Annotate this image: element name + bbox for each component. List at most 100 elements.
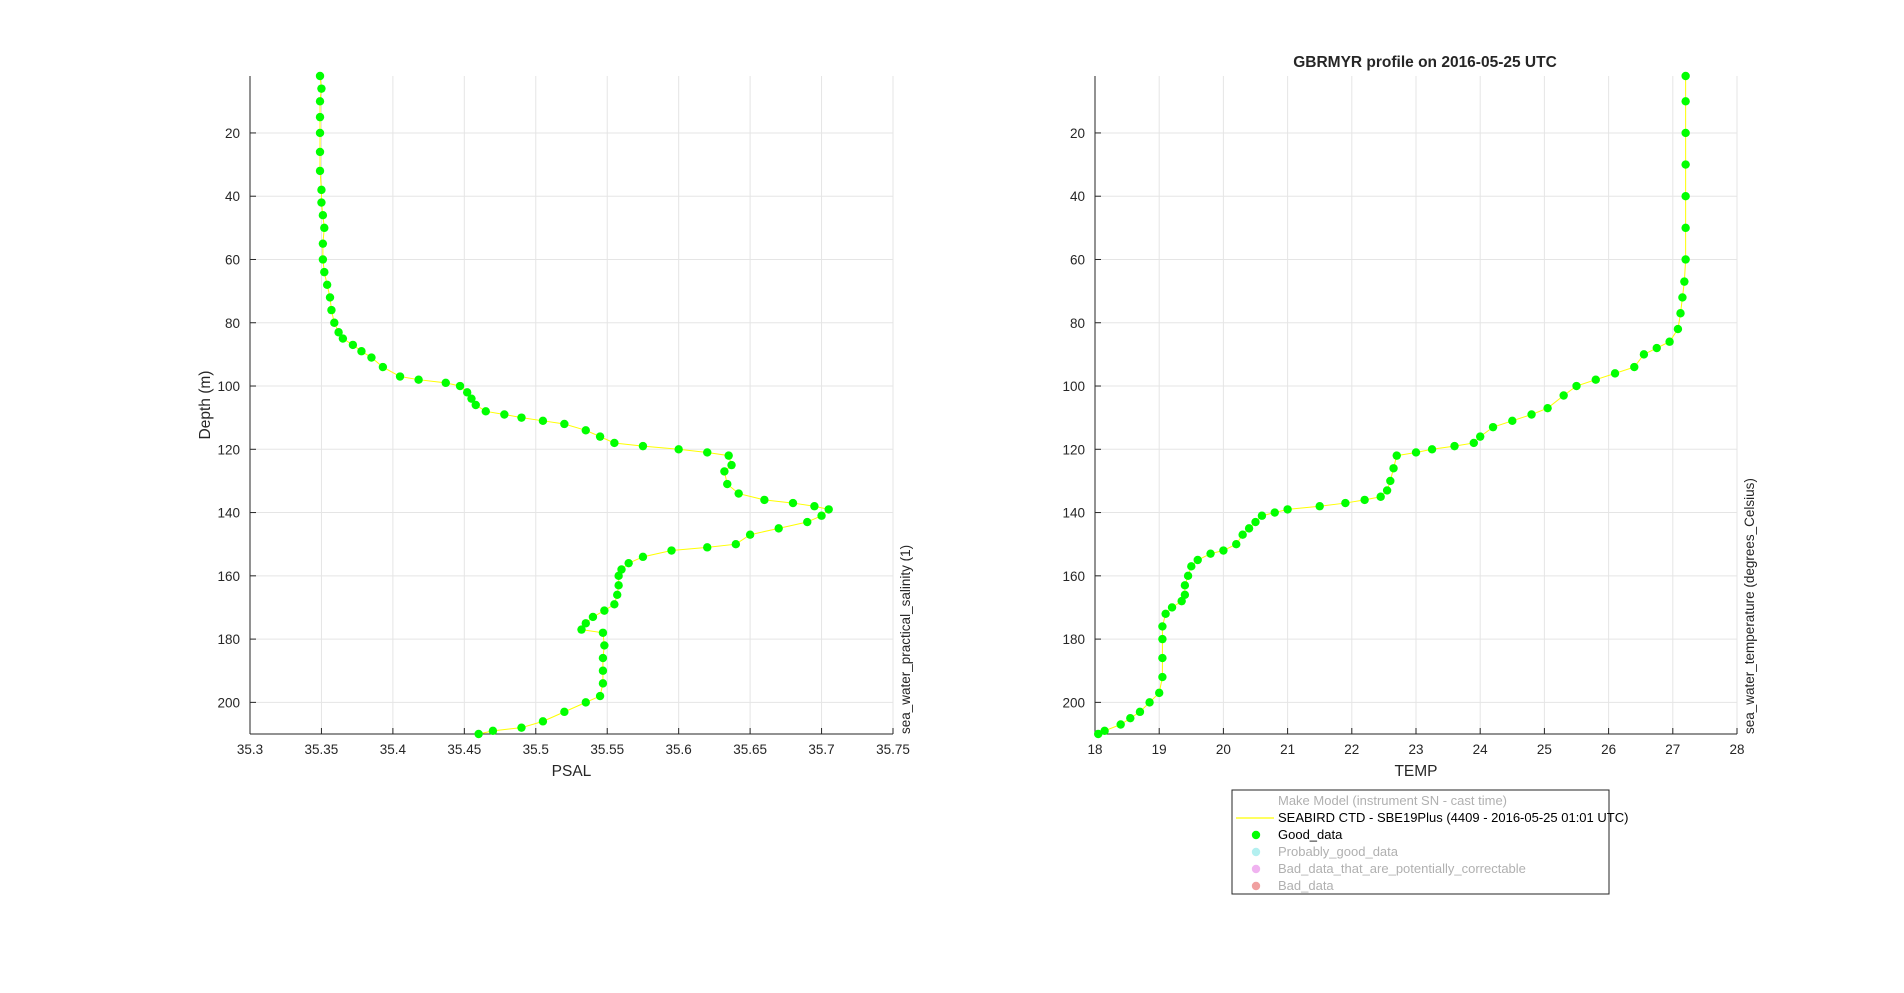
data-point: [1681, 160, 1690, 169]
data-point: [1180, 581, 1190, 590]
data-point: [1206, 549, 1215, 558]
x-tick-label: 23: [1408, 742, 1423, 757]
data-point: [320, 223, 329, 233]
data-point: [598, 628, 608, 637]
data-point: [760, 495, 769, 505]
data-point: [1094, 729, 1103, 739]
data-point: [357, 347, 366, 356]
data-point: [455, 381, 465, 391]
x-tick-label: 35.6: [666, 742, 692, 757]
data-point: [745, 530, 755, 539]
data-point: [538, 717, 548, 726]
data-point: [1476, 432, 1485, 441]
data-point: [1386, 476, 1395, 486]
data-point: [803, 517, 812, 527]
data-point: [613, 590, 622, 600]
y-tick-label: 80: [225, 316, 240, 331]
data-point: [610, 438, 619, 448]
data-point: [1158, 653, 1167, 663]
data-point: [1360, 495, 1369, 505]
data-point: [1591, 375, 1600, 384]
series-line: [1097, 76, 1687, 735]
data-point: [560, 419, 569, 429]
data-point: [1427, 445, 1437, 454]
y-tick-label: 40: [1070, 189, 1085, 204]
y-tick-label: 200: [217, 695, 240, 710]
data-point: [674, 445, 683, 454]
data-point: [1469, 438, 1478, 448]
data-point: [315, 71, 325, 81]
data-point: [325, 293, 335, 302]
data-point: [327, 305, 336, 315]
data-point: [1652, 343, 1661, 353]
data-point: [1681, 192, 1690, 201]
data-point: [1382, 486, 1392, 495]
data-point: [1158, 622, 1167, 631]
y-tick-label: 120: [217, 442, 240, 457]
data-point: [1680, 277, 1689, 286]
data-point: [731, 539, 741, 549]
data-point: [338, 334, 348, 343]
data-point: [367, 353, 376, 362]
data-point: [318, 210, 328, 220]
x-tick-label: 18: [1087, 742, 1102, 757]
data-point: [1145, 698, 1154, 707]
data-point: [481, 407, 490, 416]
data-point: [1389, 464, 1398, 473]
y-tick-label: 180: [217, 632, 240, 647]
data-point: [1219, 546, 1228, 555]
data-point: [1508, 416, 1517, 426]
data-point: [1681, 255, 1690, 264]
x-tick-label: 35.3: [237, 742, 263, 757]
data-point: [720, 467, 729, 476]
data-point: [1180, 590, 1190, 600]
data-point: [1155, 688, 1164, 698]
y-axis-label: Depth (m): [197, 371, 214, 440]
data-point: [598, 679, 608, 688]
legend-header: Make Model (instrument SN - cast time): [1278, 793, 1507, 808]
x-tick-label: 27: [1665, 742, 1680, 757]
data-point: [1183, 571, 1193, 581]
data-point: [1270, 508, 1279, 517]
y-tick-label: 160: [217, 569, 240, 584]
y-tick-label: 60: [225, 252, 240, 267]
data-point: [577, 625, 586, 634]
data-point: [734, 489, 743, 498]
legend: Make Model (instrument SN - cast time) SE…: [1231, 789, 1628, 895]
legend-dot-swatch: [1251, 864, 1261, 874]
data-point: [1158, 672, 1167, 682]
series-line: [319, 75, 830, 735]
data-point: [334, 328, 343, 337]
data-point: [1161, 609, 1170, 618]
data-point: [810, 502, 819, 511]
y-tick-label: 20: [225, 126, 240, 141]
legend-dot-swatch: [1251, 847, 1261, 857]
legend-dot-swatch: [1251, 881, 1261, 891]
data-point: [614, 581, 623, 590]
y-tick-label: 140: [217, 506, 240, 521]
data-point: [1610, 369, 1620, 378]
data-point: [348, 340, 358, 350]
x-axis-label: PSAL: [552, 763, 592, 780]
x-tick-label: 20: [1216, 742, 1231, 757]
data-point: [1158, 634, 1167, 644]
data-point: [774, 524, 783, 533]
data-point: [462, 388, 472, 397]
data-point: [517, 723, 526, 732]
data-point: [600, 641, 609, 650]
data-point: [1559, 391, 1568, 400]
x-tick-label: 25: [1537, 742, 1552, 757]
data-point: [1572, 381, 1581, 391]
data-point: [1681, 97, 1690, 106]
x-tick-label: 22: [1344, 742, 1359, 757]
data-point: [1488, 422, 1498, 432]
data-point: [330, 318, 339, 327]
data-point: [517, 413, 526, 422]
y-tick-label: 140: [1062, 506, 1085, 521]
data-point: [581, 698, 590, 707]
data-point: [600, 606, 609, 615]
y-tick-label: 100: [1062, 379, 1085, 394]
data-point: [1665, 337, 1674, 346]
x-tick-label: 35.4: [380, 742, 407, 757]
y-tick-label: 100: [217, 379, 240, 394]
